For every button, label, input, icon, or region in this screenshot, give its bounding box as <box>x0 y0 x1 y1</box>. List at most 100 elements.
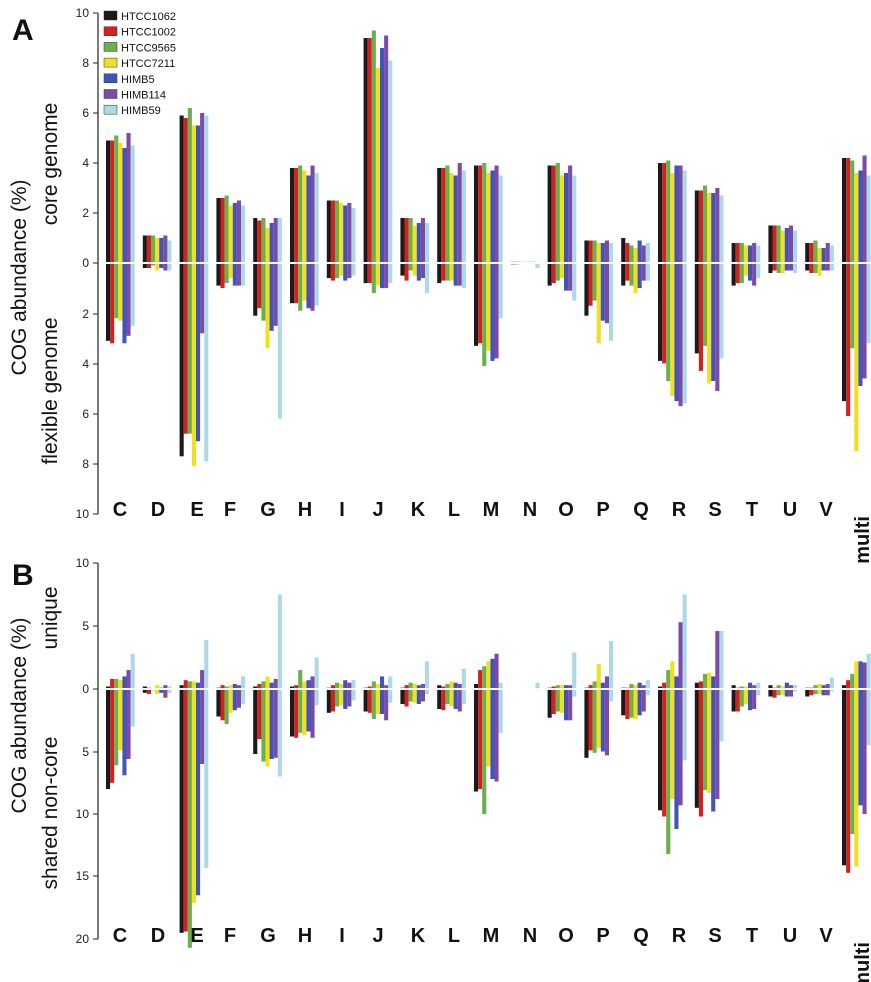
panel-a-bar-flex <box>678 263 683 407</box>
panel-b-bar-unique <box>666 670 671 689</box>
panel-b-category-label: T <box>746 925 758 947</box>
panel-b-category-label: H <box>298 925 312 947</box>
panel-b-bar-shared <box>236 689 241 708</box>
panel-a-bar-flex <box>756 263 761 279</box>
panel-b-bar-shared <box>719 689 724 742</box>
panel-b-bar-shared <box>670 689 675 799</box>
panel-b-bar-unique <box>711 676 716 689</box>
panel-a-bar-flex <box>637 263 642 289</box>
panel-a-bar-flex <box>224 263 229 284</box>
panel-a-category-label: Q <box>633 499 649 521</box>
panel-b-bar-shared <box>772 689 777 698</box>
panel-a-bar-core <box>568 165 573 263</box>
panel-a-bar-core <box>302 170 307 263</box>
panel-a-tick-label: 2 <box>82 206 89 220</box>
legend-label: HIMB5 <box>121 74 155 86</box>
panel-b-bar-unique <box>788 685 793 689</box>
panel-b-category-label: V <box>819 925 833 947</box>
panel-b-bar-unique <box>821 685 826 689</box>
panel-b-bar-unique <box>784 682 789 689</box>
panel-b-bar-shared <box>400 689 405 704</box>
panel-a-bar-flex <box>220 263 225 289</box>
panel-b-bar-shared <box>809 689 814 696</box>
panel-a-bar-flex <box>694 263 699 354</box>
panel-b-bar-shared <box>633 689 638 719</box>
panel-b-bar-shared <box>743 689 748 704</box>
panel-a-bar-core <box>829 245 834 263</box>
panel-a-bar-core <box>670 173 675 263</box>
panel-a-tick-label: 8 <box>82 457 89 471</box>
panel-a-bar-core <box>253 218 258 263</box>
panel-a-bar-flex <box>625 263 630 281</box>
panel-a-bar-flex <box>494 263 499 359</box>
panel-b-bar-unique <box>179 685 184 689</box>
panel-a-bar-core <box>343 205 348 263</box>
panel-a-bar-core <box>388 60 393 263</box>
panel-b-bar-shared <box>694 689 699 808</box>
panel-b-bar-shared <box>130 689 135 727</box>
panel-b-bar-unique <box>310 676 315 689</box>
panel-a-bar-core <box>130 145 135 263</box>
panel-a-bar-flex <box>829 263 834 271</box>
panel-b-bar-unique <box>351 680 356 689</box>
panel-b-bar-shared <box>674 689 679 829</box>
panel-b-bar-unique <box>813 685 818 689</box>
panel-a-bar-flex <box>600 263 605 321</box>
panel-a-bar-core <box>609 243 614 263</box>
panel-b-bar-unique <box>314 657 319 689</box>
panel-a-bar-core <box>445 165 450 263</box>
panel-a-bar-core <box>776 225 781 263</box>
panel-b-category-label: R <box>672 925 687 947</box>
panel-a-category-label: K <box>411 499 426 521</box>
panel-b-bar-unique <box>633 685 638 689</box>
panel-b-bar-shared <box>842 689 847 866</box>
panel-a-bar-flex <box>437 263 442 284</box>
panel-a-bar-flex <box>347 263 352 279</box>
panel-b-bar-shared <box>269 689 274 759</box>
panel-b-bar-unique <box>719 631 724 689</box>
panel-a-bar-flex <box>200 263 205 334</box>
panel-b-bar-unique <box>347 682 352 689</box>
panel-b-category-label: M <box>483 925 500 947</box>
panel-a-bar-core <box>788 225 793 263</box>
panel-a-bar-flex <box>294 263 299 304</box>
panel-b-bar-shared <box>326 689 331 713</box>
legend-swatch <box>103 89 118 99</box>
panel-a-tick-label: 6 <box>82 407 89 421</box>
panel-a-bar-core <box>306 175 311 263</box>
panel-a-bar-core <box>351 208 356 263</box>
panel-b-bar-unique <box>756 682 761 689</box>
panel-a-bar-flex <box>559 263 564 279</box>
panel-b-category-label: K <box>411 925 426 947</box>
panel-a-bar-core <box>228 205 233 263</box>
panel-b-bar-shared <box>711 689 716 812</box>
panel-b-bar-shared <box>110 689 115 783</box>
panel-b-bar-shared <box>339 689 344 706</box>
panel-a-bar-core <box>813 240 818 263</box>
panel-b-category-label: S <box>708 925 721 947</box>
panel-a-bar-core <box>641 245 646 263</box>
panel-b-bar-shared <box>555 689 560 712</box>
panel-a-bar-core <box>257 220 262 263</box>
panel-a-category-label: G <box>260 499 276 521</box>
panel-b-bar-shared <box>388 689 393 703</box>
panel-a-bar-core <box>461 170 466 263</box>
panel-b-bar-shared <box>637 689 642 716</box>
panel-b-bar-unique <box>637 682 642 689</box>
panel-b-bar-shared <box>163 689 168 698</box>
panel-b-bar-unique <box>420 684 425 689</box>
panel-b-bar-shared <box>437 689 442 709</box>
panel-b-bar-shared <box>731 689 736 712</box>
panel-a-bar-core <box>604 240 609 263</box>
panel-a-bar-core <box>862 155 867 263</box>
panel-b-bar-shared <box>592 689 597 753</box>
panel-a-bar-flex <box>584 263 589 316</box>
legend-label: HIMB114 <box>121 90 166 102</box>
panel-a-bar-core <box>204 115 209 263</box>
panel-b-bar-shared <box>752 689 757 709</box>
panel-b-bar-shared <box>224 689 229 724</box>
panel-b-bar-shared <box>306 689 311 732</box>
panel-b-bar-unique <box>118 680 123 689</box>
panel-b-bar-shared <box>739 689 744 707</box>
